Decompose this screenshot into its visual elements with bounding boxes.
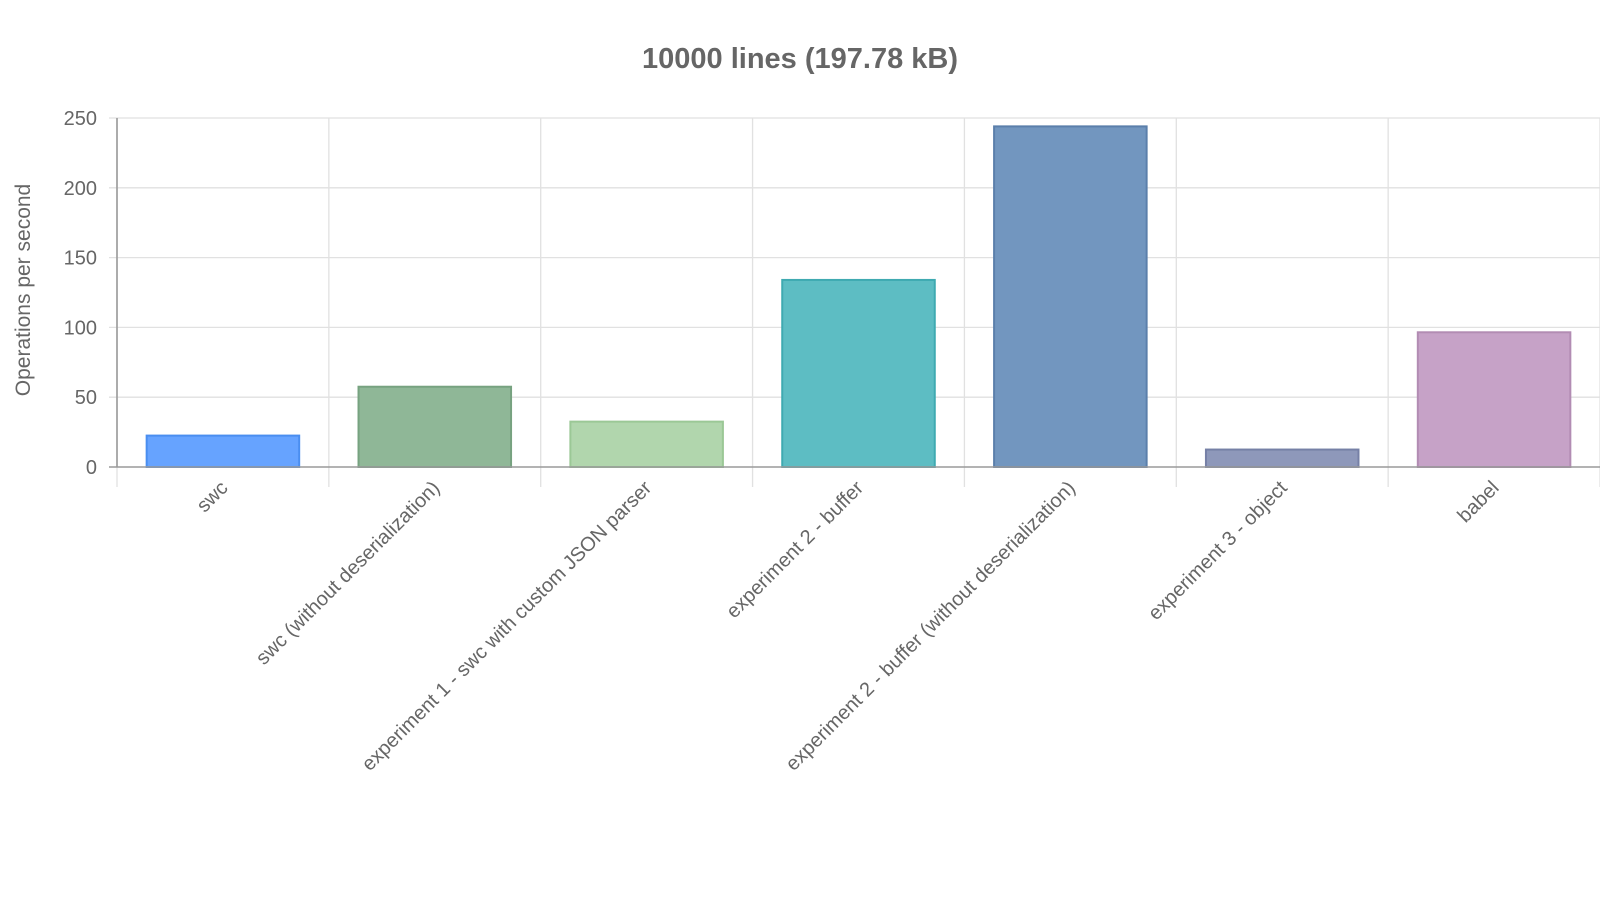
- x-category-label: swc (without deserialization): [252, 477, 444, 669]
- x-category-labels: swc swc (without deserialization) experime…: [193, 477, 1504, 776]
- y-tick-label: 250: [64, 108, 97, 130]
- x-category-label: experiment 2 - buffer: [722, 477, 868, 623]
- bar[interactable]: [569, 420, 724, 469]
- chart-title: 10000 lines (197.78 kB): [642, 43, 958, 75]
- bar[interactable]: [993, 125, 1148, 468]
- bars-layer: [145, 125, 1572, 469]
- y-tick-label: 200: [64, 178, 97, 200]
- axes-layer: [109, 118, 1600, 468]
- bar[interactable]: [357, 385, 513, 469]
- bar[interactable]: [1416, 331, 1572, 469]
- bar[interactable]: [1204, 448, 1360, 468]
- y-tick-label: 100: [64, 317, 97, 339]
- bar[interactable]: [781, 278, 936, 468]
- y-ticks-layer: 0 50 100 150 200 250: [64, 108, 97, 479]
- y-axis-label: Operations per second: [12, 184, 35, 396]
- bar[interactable]: [145, 434, 301, 468]
- x-category-label: babel: [1453, 477, 1503, 527]
- y-tick-label: 0: [86, 457, 97, 479]
- x-category-label: experiment 3 - object: [1144, 477, 1292, 625]
- x-category-label: swc: [193, 477, 233, 517]
- y-tick-label: 150: [64, 248, 97, 270]
- y-tick-label: 50: [75, 387, 97, 409]
